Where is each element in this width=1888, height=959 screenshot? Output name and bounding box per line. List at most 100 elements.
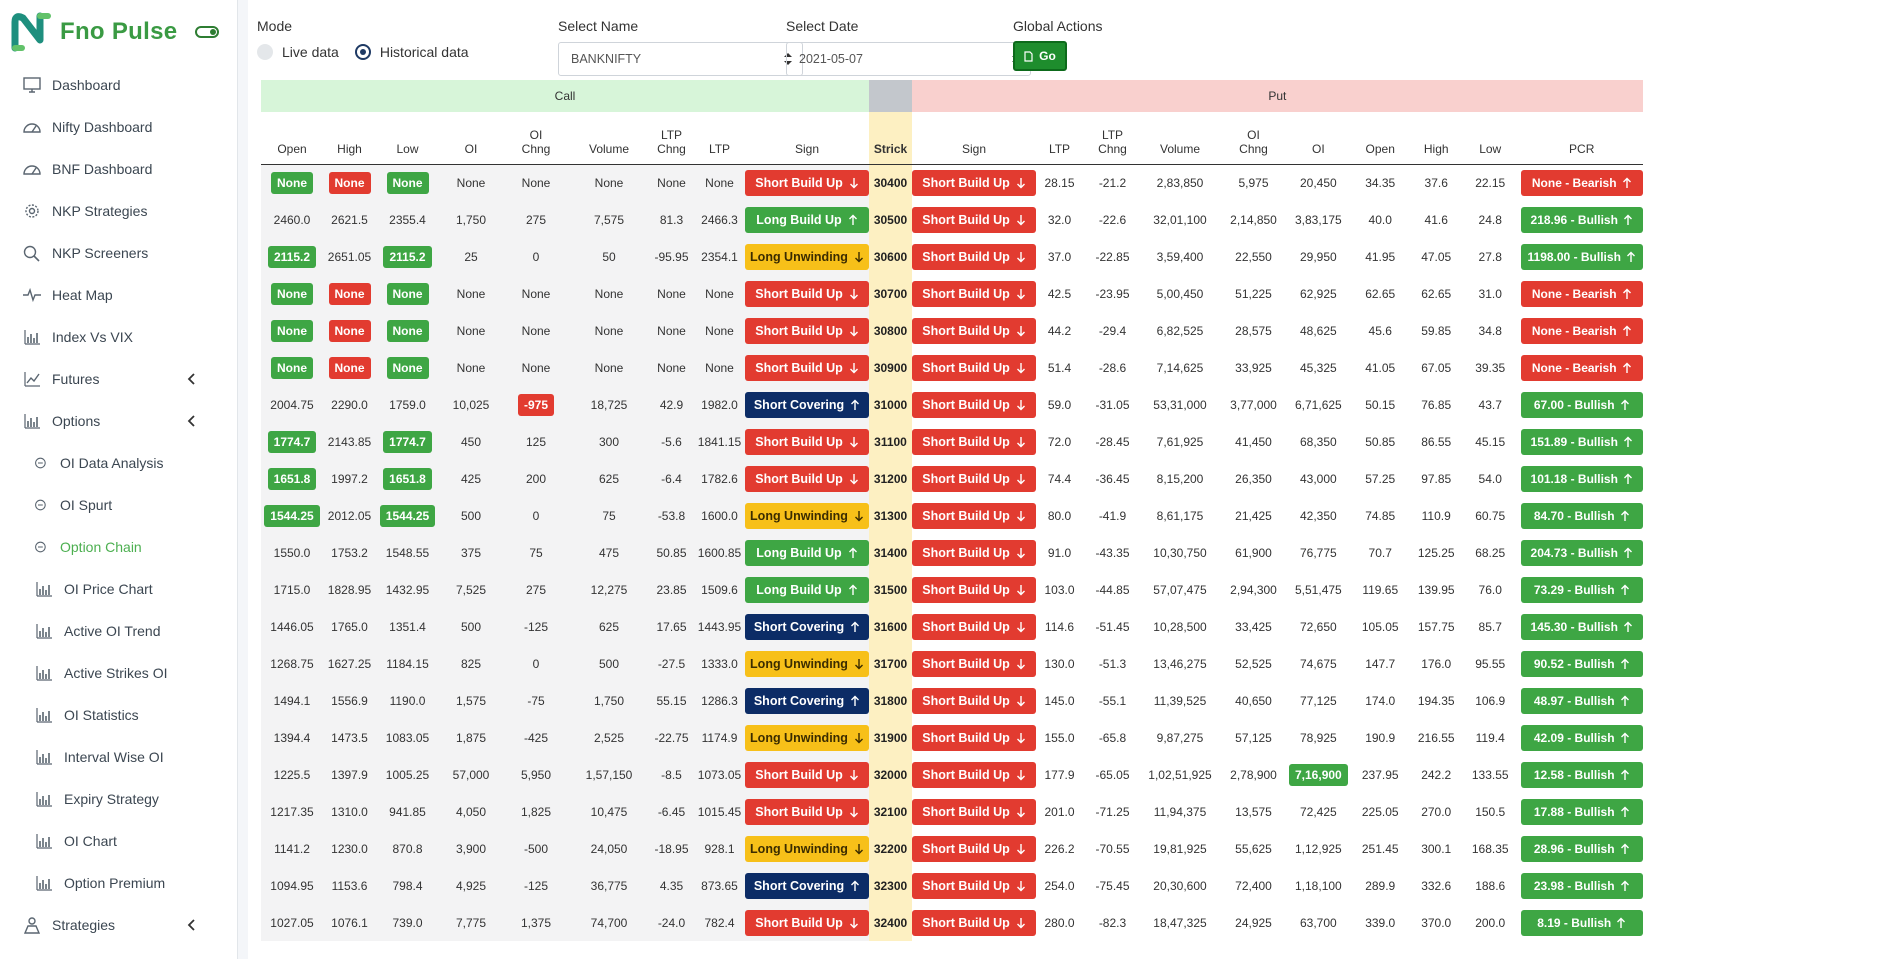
sidebar-item-nifty-dashboard[interactable]: Nifty Dashboard: [0, 106, 237, 148]
call-sign-label: Long Build Up: [756, 212, 842, 227]
call-ltp-change-cell: -6.4: [649, 460, 694, 497]
sidebar-item-option-chain[interactable]: Option Chain: [0, 526, 237, 568]
live-data-radio[interactable]: [257, 44, 273, 60]
call-ltp-cell: 1982.0: [694, 386, 745, 423]
put-sign-cell: Short Build Up: [912, 201, 1036, 238]
call-low-cell: None: [376, 349, 439, 386]
call-volume-cell: 24,050: [569, 830, 649, 867]
arrow-down-icon: [854, 843, 863, 854]
bar-chart-icon: [36, 708, 52, 723]
put-oi-change-cell: 2,78,900: [1230, 767, 1277, 782]
put-sign-badge: Short Build Up: [912, 724, 1036, 751]
call-volume-cell: 1,750: [569, 682, 649, 719]
put-header-pcr: PCR: [1520, 112, 1643, 165]
sidebar-item-index-vs-vix[interactable]: Index Vs VIX: [0, 316, 237, 358]
call-oi-cell: 10,025: [439, 386, 503, 423]
call-low-cell: None: [376, 164, 439, 201]
call-low-cell: None: [376, 312, 439, 349]
call-low-cell: 941.85: [376, 793, 439, 830]
arrow-down-icon: [1016, 399, 1025, 410]
call-high-badge: None: [328, 319, 371, 342]
call-oi-cell: 1,575: [439, 682, 503, 719]
strike-cell: 31300: [869, 497, 912, 534]
pcr-badge: 218.96 - Bullish: [1520, 206, 1643, 233]
gear-icon: [25, 204, 39, 218]
put-sign-cell: Short Build Up: [912, 719, 1036, 756]
put-high-cell: 41.6: [1424, 212, 1448, 227]
call-open-cell: 1141.2: [261, 830, 323, 867]
put-sign-label: Short Build Up: [922, 915, 1010, 930]
sidebar-item-oi-chart[interactable]: OI Chart: [0, 820, 237, 862]
put-sign-label: Short Build Up: [922, 212, 1010, 227]
sidebar-item-oi-price-chart[interactable]: OI Price Chart: [0, 568, 237, 610]
sidebar-item-futures[interactable]: Futures: [0, 358, 237, 400]
call-volume-cell: 75: [569, 497, 649, 534]
call-open-cell: 1094.95: [261, 867, 323, 904]
sidebar-item-dashboard[interactable]: Dashboard: [0, 64, 237, 106]
sidebar-item-active-strikes-oi[interactable]: Active Strikes OI: [0, 652, 237, 694]
call-oi-cell: 1,750: [439, 201, 503, 238]
call-low-badge: None: [386, 319, 429, 342]
sidebar-item-label: Index Vs VIX: [52, 329, 133, 345]
historical-data-radio[interactable]: [354, 44, 371, 60]
sidebar-item-nkp-screeners[interactable]: NKP Screeners: [0, 232, 237, 274]
select-date-dropdown[interactable]: 2021-05-07: [786, 42, 1031, 76]
sidebar-item-label: Option Premium: [64, 875, 166, 891]
sidebar-item-strategies[interactable]: Strategies: [0, 904, 237, 946]
sidebar-item-options[interactable]: Options: [0, 400, 237, 442]
put-oi-cell: 43,000: [1300, 471, 1337, 486]
put-ltp-cell: 80.0: [1047, 508, 1072, 523]
call-open-cell: 1225.5: [261, 756, 323, 793]
put-open-cell: 40.0: [1368, 212, 1392, 227]
put-sign-label: Short Build Up: [922, 434, 1010, 449]
arrow-up-icon: [1620, 658, 1629, 669]
put-low-cell: 150.5: [1475, 804, 1506, 819]
call-oi-change-cell: -500: [503, 830, 569, 867]
gauge-icon: [23, 165, 41, 175]
strike-header: Strick: [869, 112, 912, 165]
sidebar-item-bnf-dashboard[interactable]: BNF Dashboard: [0, 148, 237, 190]
put-sign-label: Short Build Up: [922, 693, 1010, 708]
put-ltp-change-cell: -29.4: [1098, 323, 1127, 338]
sidebar-item-oi-data-analysis[interactable]: OI Data Analysis: [0, 442, 237, 484]
call-open-cell: 1550.0: [261, 534, 323, 571]
sidebar-item-expiry-strategy[interactable]: Expiry Strategy: [0, 778, 237, 820]
call-oi-cell: None: [439, 275, 503, 312]
call-sign-label: Short Build Up: [755, 804, 843, 819]
put-oi-cell: 45,325: [1300, 360, 1337, 375]
sidebar-item-oi-statistics[interactable]: OI Statistics: [0, 694, 237, 736]
arrow-down-icon: [1016, 621, 1025, 632]
call-header-ltp-chng: LTP Chng: [649, 112, 694, 165]
call-open-cell: 1027.05: [261, 904, 323, 941]
put-header-oi: OI: [1289, 112, 1348, 165]
call-ltp-change-cell: -6.45: [649, 793, 694, 830]
brand[interactable]: Fno Pulse: [0, 0, 237, 64]
call-sign-cell: Short Build Up: [745, 275, 869, 312]
sidebar-item-interval-wise-oi[interactable]: Interval Wise OI: [0, 736, 237, 778]
sidebar-item-heat-map[interactable]: Heat Map: [0, 274, 237, 316]
put-sign-badge: Short Build Up: [912, 354, 1036, 381]
arrow-down-icon: [849, 288, 858, 299]
call-ltp-cell: None: [694, 164, 745, 201]
put-sign-cell: Short Build Up: [912, 682, 1036, 719]
sidebar-item-active-oi-trend[interactable]: Active OI Trend: [0, 610, 237, 652]
put-high-cell: 300.1: [1421, 841, 1452, 856]
put-volume-cell: 57,07,475: [1153, 582, 1207, 597]
sidebar-item-nkp-strategies[interactable]: NKP Strategies: [0, 190, 237, 232]
strike-cell: 32000: [869, 756, 912, 793]
put-oi-change-cell: 51,225: [1235, 286, 1272, 301]
put-low-cell: 133.55: [1471, 767, 1509, 782]
put-sign-badge: Short Build Up: [912, 576, 1036, 603]
select-name-dropdown[interactable]: BANKNIFTY: [558, 42, 803, 76]
sidebar-item-option-premium[interactable]: Option Premium: [0, 862, 237, 904]
sidebar-item-oi-spurt[interactable]: OI Spurt: [0, 484, 237, 526]
arrow-up-icon: [1620, 510, 1629, 521]
call-ltp-cell: None: [694, 312, 745, 349]
call-sign-label: Long Unwinding: [750, 841, 848, 856]
put-open-cell: 225.05: [1361, 804, 1399, 819]
go-button[interactable]: Go: [1013, 41, 1067, 71]
put-low-cell: 54.0: [1478, 471, 1502, 486]
sidebar-toggle-icon[interactable]: [195, 26, 220, 38]
pcr-badge: 90.52 - Bullish: [1520, 650, 1643, 677]
put-sign-badge: Short Build Up: [912, 465, 1036, 492]
